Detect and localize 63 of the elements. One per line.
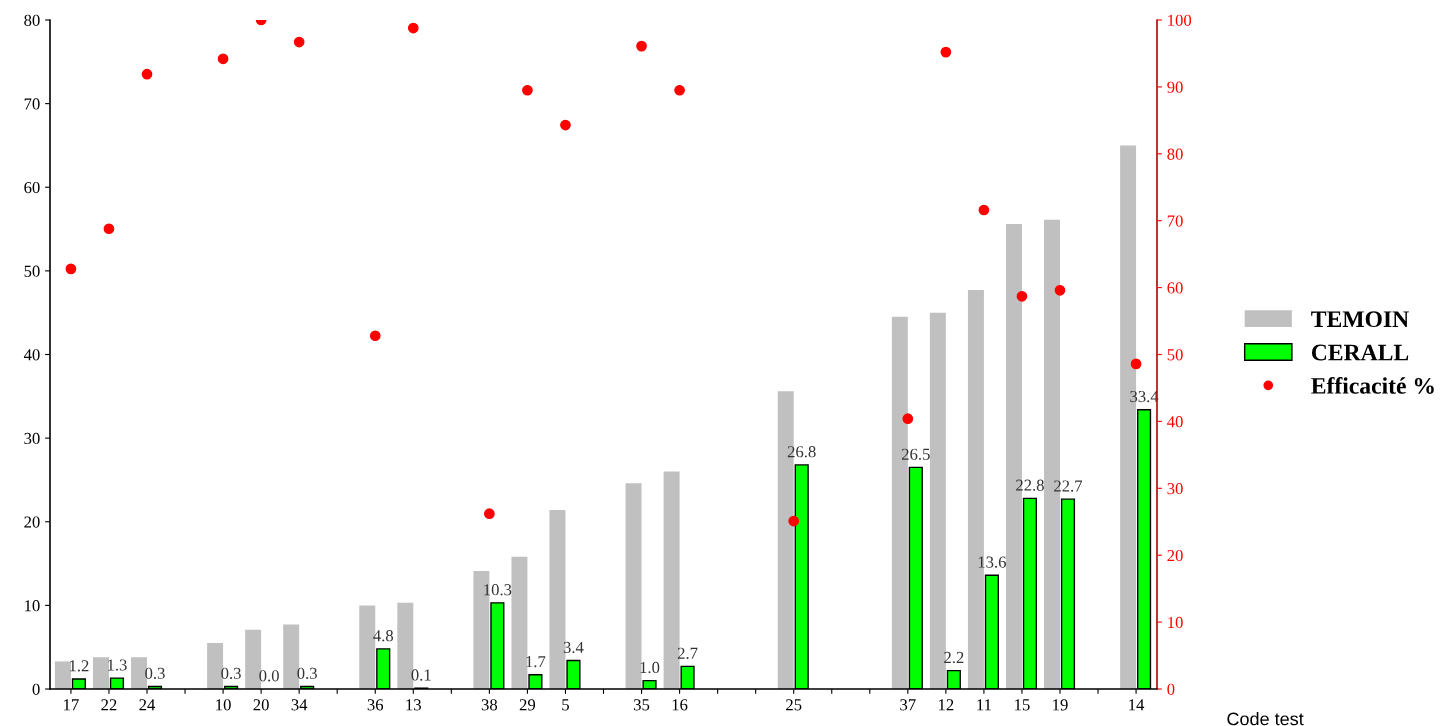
data-label: 2.2 bbox=[944, 651, 964, 664]
y2-tick-label: 50 bbox=[1167, 349, 1183, 361]
data-label: 13.6 bbox=[978, 556, 1006, 568]
legend-label: TEMOIN bbox=[1311, 311, 1409, 328]
x-tick-label: 5 bbox=[562, 699, 569, 711]
y-tick-label: 70 bbox=[24, 98, 40, 110]
y-tick-label: 40 bbox=[23, 349, 40, 361]
legend-label: CERALL bbox=[1311, 344, 1409, 361]
y2-tick-label: 60 bbox=[1167, 282, 1183, 294]
data-label: 0.1 bbox=[411, 669, 431, 681]
data-label: 0.0 bbox=[259, 670, 279, 682]
x-tick-label: 12 bbox=[939, 699, 954, 711]
data-label: 3.4 bbox=[563, 641, 584, 654]
data-label: 0.3 bbox=[221, 667, 241, 680]
data-label: 4.8 bbox=[373, 630, 394, 642]
legend-label: Efficacité % bbox=[1311, 376, 1434, 394]
x-tick-label: 34 bbox=[291, 699, 308, 711]
y2-tick-label: 100 bbox=[1168, 14, 1192, 26]
x-tick-label: 36 bbox=[367, 699, 384, 711]
y-tick-label: 30 bbox=[24, 432, 40, 445]
y-tick-label: 0 bbox=[32, 683, 40, 695]
data-label: 1.2 bbox=[69, 660, 89, 672]
data-label: 26.8 bbox=[787, 446, 816, 458]
y2-tick-label: 10 bbox=[1168, 616, 1183, 629]
y2-tick-label: 20 bbox=[1167, 549, 1183, 562]
x-tick-label: 38 bbox=[481, 699, 498, 711]
x-tick-label: 25 bbox=[786, 699, 802, 711]
y2-tick-label: 0 bbox=[1167, 683, 1175, 695]
x-tick-label: 19 bbox=[1053, 699, 1068, 711]
x-tick-label: 15 bbox=[1015, 699, 1030, 711]
x-tick-label: 37 bbox=[900, 699, 916, 711]
y2-tick-label: 90 bbox=[1167, 81, 1183, 93]
y2-tick-label: 40 bbox=[1167, 416, 1183, 428]
data-label: 22.7 bbox=[1054, 480, 1083, 492]
y-tick-label: 80 bbox=[24, 14, 40, 26]
x-tick-label: 35 bbox=[634, 699, 650, 711]
data-label: 0.3 bbox=[297, 667, 317, 680]
y-tick-label: 20 bbox=[24, 516, 40, 528]
x-tick-label: 24 bbox=[139, 699, 156, 711]
x-tick-label: 10 bbox=[216, 699, 231, 711]
data-label: 2.7 bbox=[677, 647, 698, 659]
data-label: 26.5 bbox=[901, 448, 930, 460]
data-label: 22.8 bbox=[1016, 479, 1044, 491]
y2-tick-label: 30 bbox=[1167, 483, 1183, 495]
data-label: 0.3 bbox=[145, 667, 165, 680]
x-tick-label: 14 bbox=[1129, 699, 1145, 711]
x-tick-label: 20 bbox=[253, 699, 269, 711]
y-tick-label: 50 bbox=[24, 265, 40, 277]
data-label: 1.3 bbox=[108, 659, 127, 671]
y2-tick-label: 70 bbox=[1167, 215, 1183, 227]
x-tick-label: 13 bbox=[406, 699, 421, 711]
y-tick-label: 10 bbox=[25, 600, 40, 612]
y2-tick-label: 80 bbox=[1167, 148, 1183, 160]
x-axis-title: Code test bbox=[1227, 712, 1304, 726]
x-tick-label: 29 bbox=[519, 699, 536, 711]
data-label: 1.7 bbox=[526, 656, 546, 668]
x-tick-label: 22 bbox=[101, 699, 117, 711]
x-tick-label: 11 bbox=[977, 699, 991, 711]
y-tick-label: 60 bbox=[24, 181, 40, 194]
data-label: 1.0 bbox=[640, 661, 660, 674]
x-tick-label: 16 bbox=[672, 699, 688, 711]
x-tick-label: 17 bbox=[64, 699, 79, 711]
data-label: 10.3 bbox=[484, 584, 512, 596]
